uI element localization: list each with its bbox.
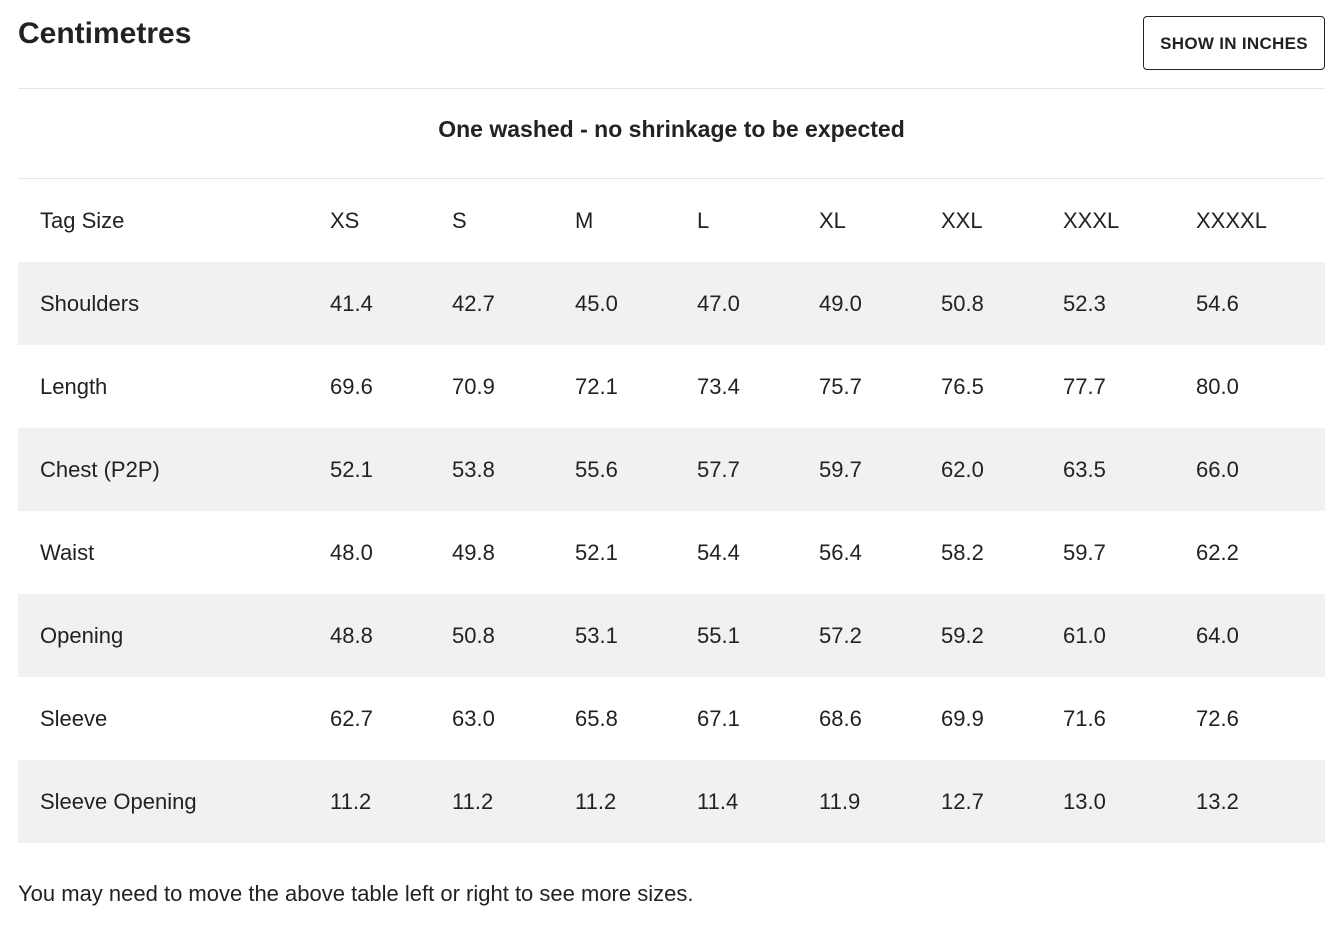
measurement-cell: 49.0 <box>819 290 862 316</box>
header-cell-xl: XL <box>819 207 846 233</box>
table-row: Waist 48.0 49.8 52.1 54.4 56.4 58.2 59.7 62.2 <box>18 511 1325 594</box>
row-label-cell: Shoulders <box>40 290 140 316</box>
measurement-cell: 48.8 <box>330 622 373 648</box>
header-cell-xs: XS <box>330 207 360 233</box>
row-label-cell: Sleeve <box>40 705 108 731</box>
show-in-inches-button[interactable]: SHOW IN INCHES <box>1143 16 1325 70</box>
table-row: Sleeve 62.7 63.0 65.8 67.1 68.6 69.9 71.6 72.6 <box>18 677 1325 760</box>
measurement-cell: 67.1 <box>697 705 740 731</box>
measurement-cell: 80.0 <box>1196 373 1239 399</box>
header-cell-xxxxl: XXXXL <box>1196 207 1267 233</box>
measurement-cell: 59.2 <box>941 622 984 648</box>
row-label-cell: Waist <box>40 539 95 565</box>
measurement-cell: 47.0 <box>697 290 740 316</box>
measurement-cell: 11.9 <box>819 788 861 814</box>
measurement-cell: 57.2 <box>819 622 862 648</box>
measurement-cell: 56.4 <box>819 539 862 565</box>
table-header-row: Tag Size XS S M L XL XXL XXXL XXXXL <box>18 179 1325 262</box>
measurement-cell: 70.9 <box>452 373 495 399</box>
measurement-cell: 55.1 <box>697 622 740 648</box>
measurement-cell: 11.2 <box>330 788 372 814</box>
measurement-cell: 73.4 <box>697 373 740 399</box>
measurement-cell: 72.1 <box>575 373 618 399</box>
measurement-cell: 53.8 <box>452 456 495 482</box>
header-cell-s: S <box>452 207 467 233</box>
subtitle-divider <box>18 178 1325 179</box>
size-chart-table: Tag Size XS S M L XL XXL XXXL XXXXL Shou… <box>18 179 1325 843</box>
measurement-cell: 42.7 <box>452 290 495 316</box>
measurement-cell: 13.2 <box>1196 788 1239 814</box>
measurement-cell: 66.0 <box>1196 456 1239 482</box>
measurement-cell: 75.7 <box>819 373 862 399</box>
measurement-cell: 52.1 <box>575 539 618 565</box>
row-label-cell: Length <box>40 373 108 399</box>
measurement-cell: 69.6 <box>330 373 373 399</box>
table-row: Shoulders 41.4 42.7 45.0 47.0 49.0 50.8 52.3 54.… <box>18 262 1325 345</box>
measurement-cell: 62.7 <box>330 705 373 731</box>
measurement-cell: 50.8 <box>452 622 495 648</box>
table-row: Chest (P2P) 52.1 53.8 55.6 57.7 59.7 62.0 63.5 6… <box>18 428 1325 511</box>
scroll-hint-note: You may need to move the above table lef… <box>18 881 694 906</box>
measurement-cell: 49.8 <box>452 539 495 565</box>
measurement-cell: 11.2 <box>575 788 617 814</box>
measurement-cell: 55.6 <box>575 456 618 482</box>
table-subtitle: One washed - no shrinkage to be expected <box>438 116 905 142</box>
row-label-cell: Chest (P2P) <box>40 456 160 482</box>
measurement-cell: 50.8 <box>941 290 984 316</box>
measurement-cell: 52.1 <box>330 456 373 482</box>
measurement-cell: 62.2 <box>1196 539 1239 565</box>
measurement-cell: 11.4 <box>697 788 739 814</box>
measurement-cell: 63.5 <box>1063 456 1106 482</box>
table-row: Sleeve Opening 11.2 11.2 11.2 11.4 11.9 12.7 13… <box>18 760 1325 843</box>
measurement-cell: 63.0 <box>452 705 495 731</box>
measurement-cell: 45.0 <box>575 290 618 316</box>
measurement-cell: 62.0 <box>941 456 984 482</box>
measurement-cell: 12.7 <box>941 788 984 814</box>
measurement-cell: 41.4 <box>330 290 373 316</box>
row-label-cell: Opening <box>40 622 124 648</box>
header-cell-tag-size: Tag Size <box>40 207 125 233</box>
page-title: Centimetres <box>18 17 192 50</box>
measurement-cell: 65.8 <box>575 705 618 731</box>
measurement-cell: 69.9 <box>941 705 984 731</box>
table-row: Length 69.6 70.9 72.1 73.4 75.7 76.5 77.7 80.0 <box>18 345 1325 428</box>
measurement-cell: 54.4 <box>697 539 740 565</box>
measurement-cell: 72.6 <box>1196 705 1239 731</box>
measurement-cell: 58.2 <box>941 539 984 565</box>
measurement-cell: 77.7 <box>1063 373 1106 399</box>
measurement-cell: 61.0 <box>1063 622 1106 648</box>
table-row: Opening 48.8 50.8 53.1 55.1 57.2 59.2 61.0 64.0 <box>18 594 1325 677</box>
measurement-cell: 48.0 <box>330 539 373 565</box>
measurement-cell: 68.6 <box>819 705 862 731</box>
measurement-cell: 59.7 <box>819 456 862 482</box>
row-label-cell: Sleeve Opening <box>40 788 197 814</box>
top-divider <box>18 88 1325 89</box>
measurement-cell: 64.0 <box>1196 622 1239 648</box>
table-body: Shoulders 41.4 42.7 45.0 47.0 49.0 50.8 52.3 54.… <box>18 262 1325 843</box>
header-cell-l: L <box>697 207 710 233</box>
measurement-cell: 59.7 <box>1063 539 1106 565</box>
measurement-cell: 11.2 <box>452 788 494 814</box>
header-cell-m: M <box>575 207 594 233</box>
measurement-cell: 54.6 <box>1196 290 1239 316</box>
header-cell-xxxl: XXXL <box>1063 207 1120 233</box>
measurement-cell: 71.6 <box>1063 705 1106 731</box>
measurement-cell: 57.7 <box>697 456 740 482</box>
measurement-cell: 52.3 <box>1063 290 1106 316</box>
measurement-cell: 76.5 <box>941 373 984 399</box>
measurement-cell: 53.1 <box>575 622 618 648</box>
measurement-cell: 13.0 <box>1063 788 1106 814</box>
header-cell-xxl: XXL <box>941 207 983 233</box>
